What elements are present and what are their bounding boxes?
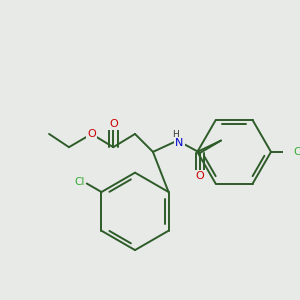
Text: H: H	[172, 130, 179, 140]
Text: Cl: Cl	[293, 147, 300, 157]
Text: O: O	[196, 171, 205, 182]
Text: O: O	[109, 118, 118, 129]
Text: O: O	[87, 129, 96, 139]
Text: Cl: Cl	[74, 177, 84, 187]
Text: N: N	[175, 138, 184, 148]
